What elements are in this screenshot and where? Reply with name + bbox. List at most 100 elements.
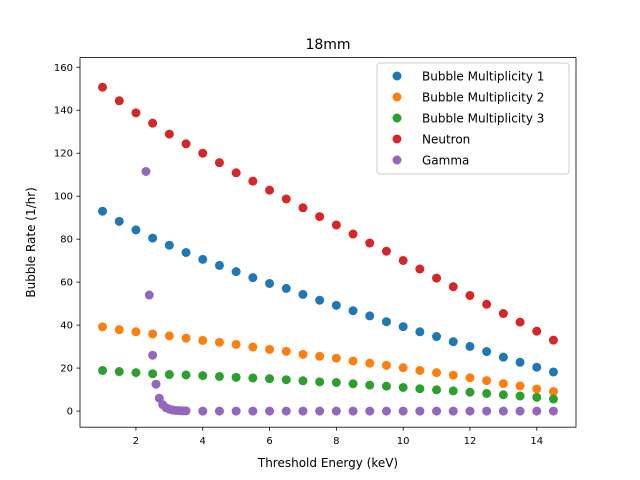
data-point: [281, 283, 291, 293]
data-point: [231, 339, 241, 349]
chart-title: 18mm: [305, 37, 350, 53]
data-point: [432, 385, 442, 395]
x-tick-label: 2: [133, 436, 139, 447]
data-point: [248, 176, 258, 186]
data-point: [281, 406, 291, 416]
data-point: [148, 233, 158, 243]
data-point: [432, 332, 442, 342]
data-point: [415, 365, 425, 375]
data-point: [331, 378, 341, 388]
y-axis-label: Bubble Rate (1/hr): [24, 187, 38, 298]
x-axis-label: Threshold Energy (keV): [257, 456, 398, 470]
data-point: [548, 367, 558, 377]
data-point: [248, 406, 258, 416]
data-point: [181, 406, 191, 416]
data-point: [281, 194, 291, 204]
legend-label: Bubble Multiplicity 2: [422, 91, 544, 105]
data-point: [465, 290, 475, 300]
legend-marker: [392, 155, 402, 165]
data-point: [348, 406, 358, 416]
data-point: [198, 254, 208, 264]
data-point: [365, 380, 375, 390]
data-point: [315, 377, 325, 387]
data-point: [265, 344, 275, 354]
data-point: [298, 376, 308, 386]
data-point: [365, 311, 375, 321]
y-tick-label: 20: [60, 364, 73, 375]
data-point: [265, 406, 275, 416]
x-tick-label: 8: [333, 436, 339, 447]
data-point: [465, 341, 475, 351]
series-group: [98, 82, 558, 345]
data-point: [448, 406, 458, 416]
legend-label: Bubble Multiplicity 1: [422, 70, 544, 84]
data-point: [415, 384, 425, 394]
legend-marker: [392, 113, 402, 123]
data-point: [398, 363, 408, 373]
data-point: [181, 247, 191, 257]
data-point: [381, 246, 391, 256]
data-point: [315, 295, 325, 305]
data-point: [331, 220, 341, 230]
data-point: [315, 351, 325, 361]
data-point: [365, 358, 375, 368]
data-point: [98, 82, 108, 92]
data-point: [432, 368, 442, 378]
data-point: [482, 388, 492, 398]
data-point: [114, 216, 124, 226]
data-point: [151, 379, 161, 389]
data-point: [482, 376, 492, 386]
legend: Bubble Multiplicity 1 Bubble Multiplicity…: [376, 62, 570, 175]
data-point: [381, 360, 391, 370]
data-point: [515, 406, 525, 416]
data-point: [114, 96, 124, 106]
data-point: [448, 386, 458, 396]
data-point: [148, 118, 158, 128]
data-point: [365, 406, 375, 416]
data-point: [348, 306, 358, 316]
data-point: [532, 406, 542, 416]
y-tick-label: 60: [60, 278, 73, 289]
x-tick-label: 10: [397, 436, 410, 447]
data-point: [98, 206, 108, 216]
data-point: [498, 390, 508, 400]
series-group: [98, 365, 558, 404]
legend-frame: [376, 62, 570, 175]
data-point: [214, 371, 224, 381]
data-point: [148, 369, 158, 379]
data-point: [398, 255, 408, 265]
data-point: [482, 406, 492, 416]
data-point: [281, 346, 291, 356]
data-point: [498, 406, 508, 416]
data-point: [532, 384, 542, 394]
plot-frame: [79, 57, 577, 428]
data-point: [181, 139, 191, 149]
x-tick-label: 6: [266, 436, 272, 447]
data-point: [248, 273, 258, 283]
data-point: [498, 379, 508, 389]
data-point: [532, 326, 542, 336]
data-point: [131, 368, 141, 378]
data-point: [381, 381, 391, 391]
data-point: [532, 392, 542, 402]
y-axis: 0 20 40 60 80 100 120 140 160: [54, 63, 80, 418]
data-point: [548, 394, 558, 404]
y-tick-label: 40: [60, 321, 73, 332]
data-point: [482, 347, 492, 357]
y-tick-label: 0: [67, 407, 73, 418]
data-point: [298, 406, 308, 416]
data-point: [348, 229, 358, 239]
data-point: [148, 329, 158, 339]
data-point: [532, 362, 542, 372]
data-point: [331, 406, 341, 416]
series-group: [98, 322, 558, 397]
data-point: [432, 273, 442, 283]
data-point: [482, 299, 492, 309]
legend-marker: [392, 71, 402, 81]
data-point: [131, 108, 141, 118]
x-axis: 2 4 6 8 10 12 14: [133, 427, 543, 447]
x-tick-label: 4: [200, 436, 206, 447]
data-point: [198, 406, 208, 416]
data-point: [515, 391, 525, 401]
